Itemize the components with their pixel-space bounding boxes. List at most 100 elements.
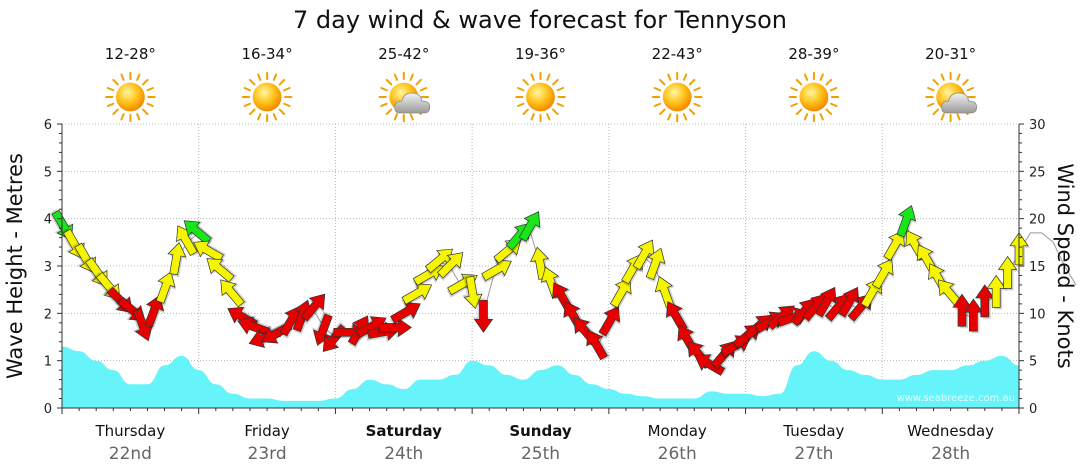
left-tick-label: 3 — [44, 260, 52, 275]
sun-shape — [105, 71, 156, 123]
wind-arrow-shape — [694, 354, 726, 376]
day-labels: Thursday 22nd Friday 23rd Saturday 24th Sunday… — [61, 408, 1020, 464]
day-name-label: Sunday — [509, 422, 572, 440]
right-tick-label: 15 — [1029, 260, 1046, 275]
wind-arrows — [49, 204, 1077, 376]
left-tick-label: 5 — [44, 165, 52, 180]
wind-arrow-shape — [193, 240, 224, 263]
wind-arrow — [645, 247, 667, 283]
right-tick-label: 25 — [1029, 165, 1046, 180]
sun-icon — [515, 71, 566, 123]
wind-arrow — [436, 252, 464, 281]
wind-arrow — [312, 311, 333, 346]
sun-icon — [241, 71, 293, 123]
temperature-row: 12-28° 16-34° 25-42° 19-36° 22-43° 28-39° 20-3… — [105, 45, 976, 63]
day-name-label: Thursday — [94, 422, 165, 440]
wind-arrow-shape — [871, 258, 894, 290]
left-tick-label: 0 — [44, 402, 52, 417]
wind-arrow — [883, 230, 906, 264]
right-tick-label: 30 — [1029, 118, 1046, 133]
wind-arrow — [896, 204, 917, 240]
wind-arrow — [155, 271, 177, 306]
wind-arrow-shape — [463, 275, 483, 310]
wind-arrow-shape — [814, 286, 837, 318]
wind-arrow-shape — [481, 259, 512, 282]
left-tick-label: 6 — [44, 118, 52, 133]
wind-arrow-shape — [300, 293, 326, 322]
day-name-label: Wednesday — [907, 422, 994, 440]
temperature-range: 20-31° — [925, 45, 976, 63]
sun-shape — [651, 71, 703, 123]
wind-arrow — [609, 277, 632, 311]
wind-arrow-shape — [598, 305, 621, 337]
cloud-path — [941, 92, 977, 114]
wind-arrow — [480, 259, 512, 284]
weather-icon-row — [105, 71, 977, 123]
wind-arrow-shape — [586, 329, 608, 361]
credit-text: www.seabreeze.com.au — [897, 393, 1015, 404]
sun-cloud-icon — [378, 71, 431, 123]
day-name-label: Tuesday — [782, 422, 844, 440]
wind-arrow-shape — [997, 255, 1018, 289]
right-y-ticks: 0 5 10 15 20 25 30 — [1019, 118, 1046, 417]
wind-arrow-shape — [176, 225, 198, 257]
wind-arrow — [193, 240, 227, 263]
wind-arrow-shape — [220, 279, 245, 308]
sun-shape — [515, 71, 566, 123]
right-tick-label: 20 — [1029, 213, 1046, 228]
temperature-range: 22-43° — [652, 45, 703, 63]
wind-arrow — [586, 329, 611, 361]
right-axis-label: Wind Speed - Knots — [1053, 163, 1077, 368]
wave-height-area — [62, 346, 1019, 408]
wind-arrow-shape — [206, 258, 235, 283]
sun-icon — [105, 71, 156, 123]
day-name-label: Friday — [244, 422, 290, 440]
day-date-label: 24th — [384, 444, 423, 464]
wind-arrow — [206, 258, 237, 283]
wind-arrow-shape — [167, 241, 187, 276]
wind-arrow — [176, 225, 200, 257]
wind-arrow-shape — [473, 299, 494, 333]
temperature-range: 28-39° — [788, 45, 839, 63]
chart-title: 7 day wind & wave forecast for Tennyson — [293, 6, 787, 34]
sun-icon — [651, 71, 703, 123]
wind-arrow — [472, 298, 494, 333]
wind-arrow — [518, 211, 541, 245]
wind-arrow — [237, 315, 272, 337]
wind-arrow — [300, 293, 326, 324]
wind-arrow-shape — [436, 252, 464, 279]
wind-arrow-shape — [645, 247, 666, 281]
wind-arrow-shape — [144, 294, 165, 328]
sun-icon — [788, 71, 840, 123]
left-tick-label: 4 — [44, 213, 52, 228]
right-tick-label: 5 — [1029, 355, 1037, 370]
cloud-path — [394, 92, 431, 114]
day-date-label: 22nd — [109, 444, 152, 464]
wind-arrow — [871, 258, 894, 292]
wind-arrow — [654, 275, 677, 310]
temperature-range: 16-34° — [242, 45, 293, 63]
wind-arrow-shape — [518, 211, 541, 242]
wind-arrow-shape — [312, 313, 333, 346]
temperature-range: 25-42° — [378, 45, 429, 63]
wind-arrow-shape — [883, 230, 905, 261]
temperature-range: 19-36° — [515, 45, 566, 63]
wind-arrow-shape — [896, 204, 917, 238]
sun-cloud-icon — [925, 71, 977, 123]
day-date-label: 25th — [521, 444, 560, 464]
day-date-label: 27th — [794, 444, 833, 464]
sun-shape — [241, 71, 293, 123]
wind-arrow — [461, 274, 483, 310]
wind-arrow-shape — [609, 277, 632, 309]
left-axis-label: Wave Height - Metres — [3, 153, 27, 379]
wind-arrow-shape — [837, 286, 860, 318]
left-tick-label: 1 — [44, 355, 52, 370]
day-name-label: Saturday — [366, 422, 443, 440]
left-y-ticks: 0 1 2 3 4 5 6 — [44, 118, 62, 417]
wind-arrow — [814, 286, 837, 320]
wind-arrow — [167, 241, 188, 278]
temperature-range: 12-28° — [105, 45, 156, 63]
left-tick-label: 2 — [44, 307, 52, 322]
wind-arrow — [220, 279, 248, 308]
